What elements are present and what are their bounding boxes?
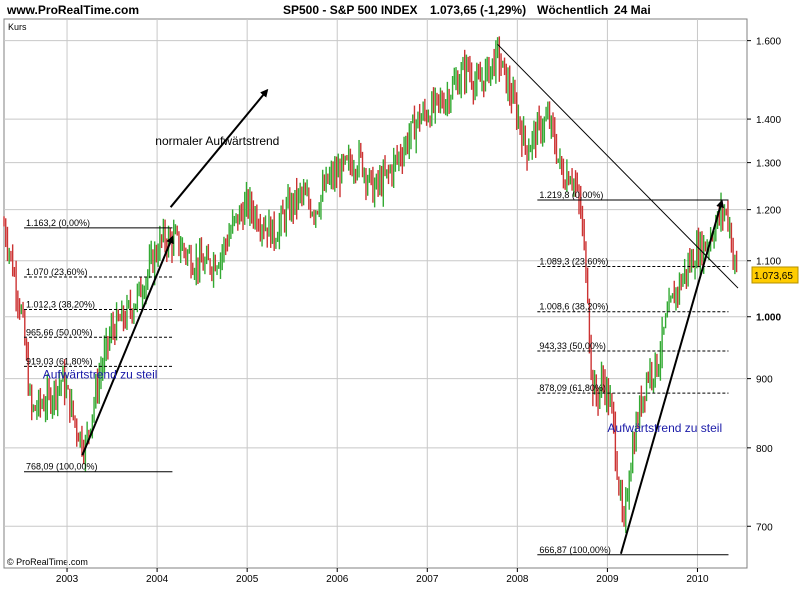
y-tick-label: 700 — [756, 522, 773, 533]
interval-label: Wöchentlich — [537, 3, 608, 17]
x-tick-label: 2008 — [506, 574, 529, 585]
site-name: www.ProRealTime.com — [6, 3, 139, 17]
y-tick-label: 1.600 — [756, 37, 781, 48]
y-tick-label: 1.000 — [756, 313, 781, 324]
x-tick-label: 2009 — [596, 574, 619, 585]
fib-level-label: 768,09 (100,00%) — [26, 462, 98, 472]
copyright: © ProRealTime.com — [7, 557, 88, 567]
fib-level-label: 1.163,2 (0,00%) — [26, 218, 90, 228]
current-price-badge: 1.073,65 — [751, 266, 799, 284]
x-tick-label: 2010 — [686, 574, 709, 585]
price-change: 1.073,65 (-1,29%) — [430, 3, 526, 17]
trend-arrow — [81, 235, 174, 456]
trend-annotation: normaler Aufwärtstrend — [155, 134, 279, 148]
fib-level-label: 943,33 (50,00%) — [539, 341, 606, 351]
date-label: 24 Mai — [614, 3, 651, 17]
trend-arrow — [169, 88, 269, 208]
fib-level-label: 965,66 (50,00%) — [26, 327, 93, 337]
resistance-trendline — [497, 43, 739, 289]
candle-layer — [3, 36, 738, 534]
current-price-label: 1.073,65 — [754, 271, 793, 282]
x-tick-label: 2006 — [326, 574, 349, 585]
x-tick-label: 2005 — [236, 574, 259, 585]
fib-level-label: 1.070 (23,60%) — [26, 267, 88, 277]
fib-level-label: 666,87 (100,00%) — [539, 545, 611, 555]
instrument-name: SP500 - S&P 500 INDEX — [283, 3, 418, 17]
fib-level-label: 1.012,3 (38,20%) — [26, 300, 95, 310]
fibonacci-layer: 1.163,2 (0,00%) 1.070 (23,60%) 1.012,3 (38… — [24, 190, 729, 556]
y-tick-label: 900 — [756, 375, 773, 386]
x-tick-label: 2004 — [146, 574, 169, 585]
trend-annotation: Aufwärtstrend zu steil — [607, 421, 722, 435]
x-tick-label: 2003 — [56, 574, 79, 585]
y-axis-label: Kurs — [8, 22, 27, 32]
trend-annotation: Aufwärtstrend zu steil — [43, 368, 158, 382]
grid-layer — [4, 19, 747, 568]
trend-arrow — [619, 199, 724, 555]
y-tick-label: 1.400 — [756, 115, 781, 126]
fib-level-label: 919,03 (61,80%) — [26, 356, 93, 366]
fib-level-label: 1.219,8 (0,00%) — [539, 190, 603, 200]
fib-level-label: 878,09 (61,80%) — [539, 383, 606, 393]
x-tick-label: 2007 — [416, 574, 439, 585]
y-tick-label: 1.200 — [756, 206, 781, 217]
trendline-layer — [81, 43, 739, 555]
annotation-layer: normaler Aufwärtstrend Aufwärtstrend zu s… — [43, 134, 722, 435]
fib-level-label: 1.089,3 (23,60%) — [539, 256, 608, 266]
y-tick-label: 1.300 — [756, 159, 781, 170]
fib-level-label: 1.008,6 (38,20%) — [539, 302, 608, 312]
y-tick-label: 800 — [756, 444, 773, 455]
y-tick-label: 1.100 — [756, 257, 781, 268]
plot-area — [3, 18, 748, 569]
axis-layer: 700 800 900 1.000 1.100 1.200 1.300 1.400 1.600 2… — [56, 37, 782, 585]
